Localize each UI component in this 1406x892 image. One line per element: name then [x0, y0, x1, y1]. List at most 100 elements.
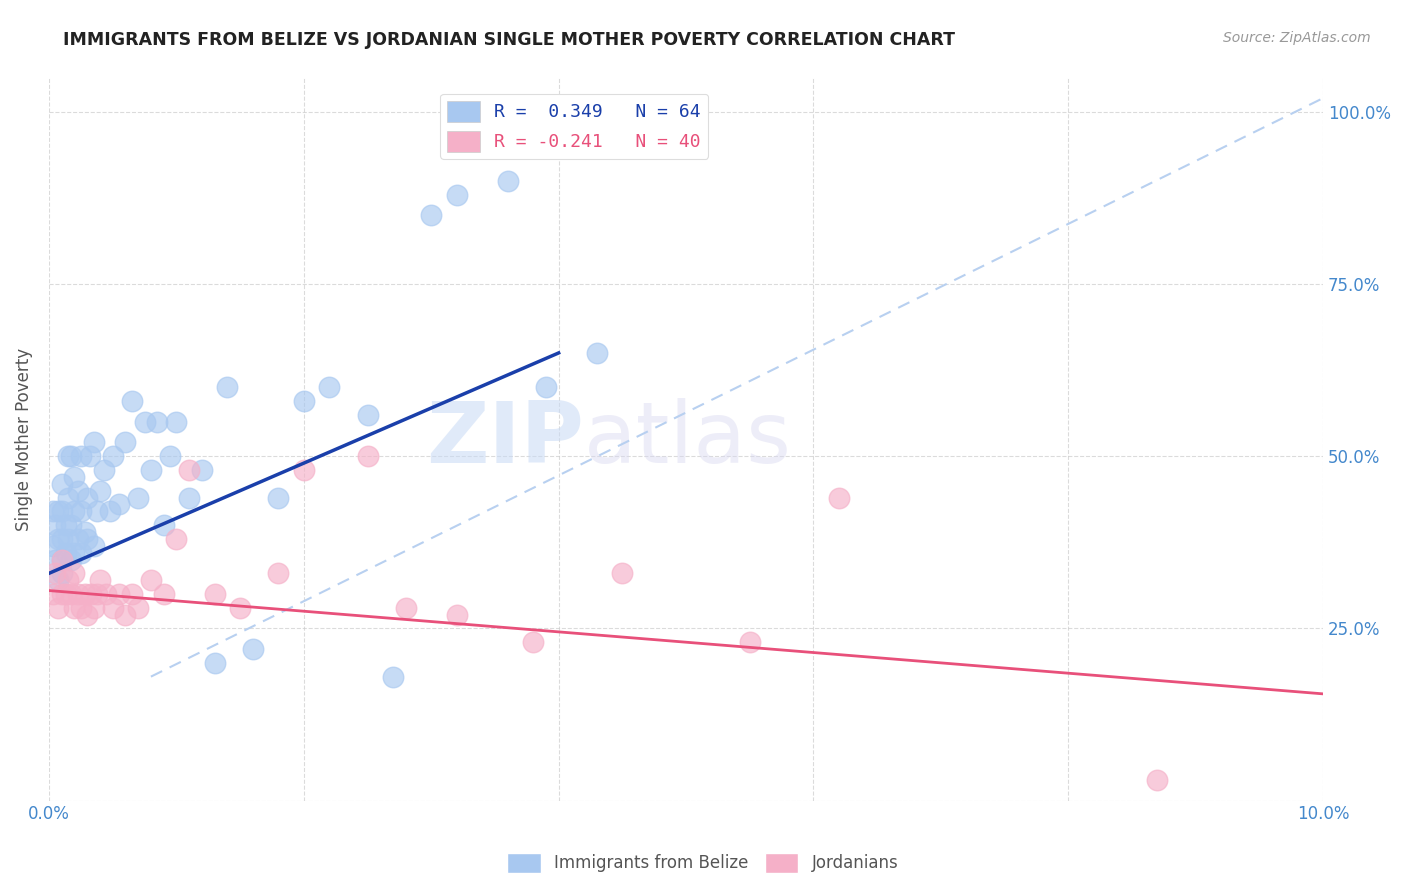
Point [229, 600, 252, 615]
Point [395, 600, 418, 615]
Point [46, 504, 69, 518]
Point [79, 449, 101, 463]
Y-axis label: Single Mother Poverty: Single Mother Poverty [15, 348, 32, 531]
Point [44, 552, 66, 566]
Legend: Immigrants from Belize, Jordanians: Immigrants from Belize, Jordanians [501, 847, 905, 880]
Point [292, 394, 315, 409]
Point [76, 532, 98, 546]
Point [69, 546, 91, 560]
Point [56, 491, 79, 505]
Point [101, 449, 124, 463]
Point [44, 566, 66, 581]
Point [496, 174, 519, 188]
Point [121, 587, 143, 601]
Point [69, 449, 91, 463]
Point [89, 483, 111, 498]
Point [56, 532, 79, 546]
Point [59, 518, 82, 533]
Point [51, 566, 73, 581]
Point [101, 600, 124, 615]
Point [1146, 772, 1168, 787]
Point [63, 504, 86, 518]
Point [67, 483, 90, 498]
Point [356, 408, 378, 422]
Point [51, 552, 73, 566]
Point [152, 587, 174, 601]
Point [46, 600, 69, 615]
Point [96, 587, 118, 601]
Point [73, 587, 96, 601]
Point [76, 491, 98, 505]
Point [56, 449, 79, 463]
Point [828, 491, 851, 505]
Point [127, 491, 149, 505]
Point [204, 656, 226, 670]
Point [46, 532, 69, 546]
Point [51, 504, 73, 518]
Point [146, 415, 169, 429]
Point [382, 670, 405, 684]
Point [139, 463, 162, 477]
Point [63, 546, 86, 560]
Point [108, 587, 131, 601]
Point [114, 435, 136, 450]
Point [63, 600, 86, 615]
Point [86, 587, 108, 601]
Point [108, 498, 131, 512]
Point [51, 587, 73, 601]
Point [44, 518, 66, 533]
Point [83, 435, 105, 450]
Point [55, 587, 77, 601]
Point [89, 573, 111, 587]
Point [73, 524, 96, 539]
Point [98, 504, 121, 518]
Point [59, 587, 82, 601]
Point [51, 476, 73, 491]
Point [534, 380, 557, 394]
Point [67, 587, 90, 601]
Point [159, 449, 181, 463]
Point [69, 504, 91, 518]
Point [42, 539, 65, 553]
Point [59, 552, 82, 566]
Point [51, 532, 73, 546]
Point [83, 600, 105, 615]
Point [586, 346, 609, 360]
Point [46, 573, 69, 587]
Point [165, 532, 187, 546]
Point [217, 380, 239, 394]
Point [80, 587, 103, 601]
Point [420, 208, 443, 222]
Point [134, 415, 156, 429]
Point [446, 187, 468, 202]
Point [738, 635, 761, 649]
Point [67, 532, 90, 546]
Point [51, 552, 73, 566]
Text: IMMIGRANTS FROM BELIZE VS JORDANIAN SINGLE MOTHER POVERTY CORRELATION CHART: IMMIGRANTS FROM BELIZE VS JORDANIAN SING… [63, 31, 955, 49]
Point [522, 635, 544, 649]
Point [356, 449, 378, 463]
Point [179, 491, 201, 505]
Point [93, 463, 115, 477]
Point [127, 600, 149, 615]
Point [56, 573, 79, 587]
Point [83, 539, 105, 553]
Point [165, 415, 187, 429]
Point [191, 463, 214, 477]
Point [69, 600, 91, 615]
Point [242, 642, 264, 657]
Text: ZIP: ZIP [426, 398, 583, 481]
Point [152, 518, 174, 533]
Point [121, 394, 143, 409]
Point [42, 504, 65, 518]
Text: atlas: atlas [583, 398, 792, 481]
Point [55, 518, 77, 533]
Point [42, 587, 65, 601]
Point [55, 546, 77, 560]
Point [63, 470, 86, 484]
Point [114, 607, 136, 622]
Point [139, 573, 162, 587]
Point [446, 607, 468, 622]
Point [267, 566, 290, 581]
Point [86, 504, 108, 518]
